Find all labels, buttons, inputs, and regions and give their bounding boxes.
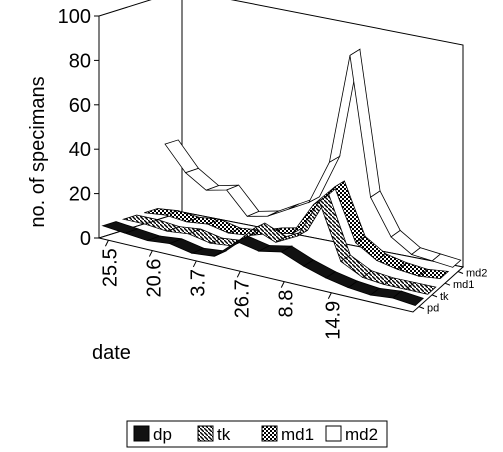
side-wall: [98, 0, 183, 239]
legend: dp tk md1 md2: [126, 420, 388, 448]
legend-label-dp: dp: [153, 425, 172, 444]
legend-swatch-dp: [133, 425, 150, 442]
x-tick: [148, 250, 153, 257]
legend-label-md1: md1: [281, 425, 314, 444]
depth-label: md1: [453, 279, 474, 291]
y-tick-label: 20: [69, 184, 91, 206]
x-tick-label: 14.9: [322, 301, 344, 340]
legend-box: [126, 420, 388, 448]
depth-tick: [457, 271, 464, 274]
ribbon-segment: [405, 281, 437, 295]
y-axis-title: no. of specimans: [27, 76, 49, 227]
series-layer: [101, 48, 462, 306]
depth-tick: [444, 282, 451, 286]
x-tick-label: 20.6: [143, 259, 165, 298]
x-tick-label: 3.7: [187, 269, 209, 297]
legend-swatch-md2: [325, 425, 342, 442]
series-dp: [101, 221, 425, 306]
legend-swatch-md1: [261, 425, 278, 442]
x-tick: [236, 271, 241, 278]
depth-tick: [431, 294, 438, 298]
ribbon-segment: [418, 268, 450, 280]
legend-label-md2: md2: [345, 425, 378, 444]
y-tick-label: 0: [80, 228, 91, 250]
depth-label: md2: [466, 268, 487, 280]
series-md2: [164, 48, 462, 268]
x-axis-title: date: [92, 342, 131, 364]
x-tick: [104, 239, 109, 247]
x-tick: [280, 281, 285, 288]
depth-tick: [418, 306, 425, 310]
legend-swatch-tk: [197, 425, 214, 442]
depth-label: pd: [427, 303, 439, 315]
x-tick-label: 26.7: [231, 279, 253, 318]
x-tick-label: 25.5: [99, 248, 121, 287]
y-tick-label: 60: [69, 95, 91, 117]
x-tick: [192, 260, 197, 268]
legend-label-tk: tk: [217, 425, 231, 444]
y-tick-label: 100: [58, 6, 91, 28]
depth-label: tk: [440, 291, 449, 303]
ribbon-segment: [392, 290, 425, 306]
x-tick-label: 8.8: [275, 290, 297, 318]
x-tick: [327, 292, 332, 299]
y-tick-label: 80: [69, 50, 91, 72]
ribbon-segment: [431, 253, 462, 268]
series-tk: [121, 194, 437, 295]
y-tick-label: 40: [69, 139, 91, 161]
